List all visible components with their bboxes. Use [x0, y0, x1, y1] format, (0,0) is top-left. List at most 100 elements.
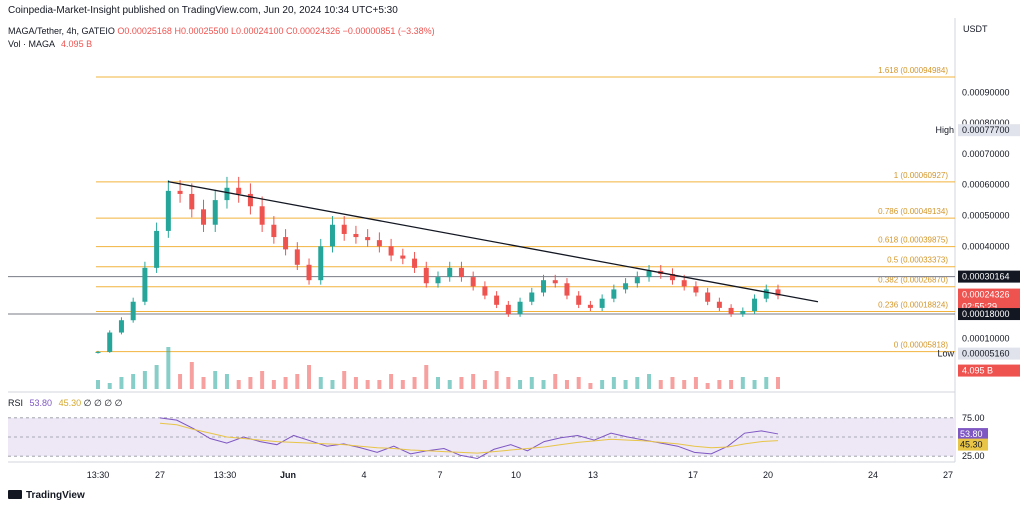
volume-bar: [541, 380, 546, 389]
candle-body: [669, 274, 675, 281]
volume-bar: [236, 380, 241, 389]
fib-level-label: 0.786 (0.00049134): [878, 207, 948, 216]
fib-level-label: 0 (0.00005818): [894, 341, 949, 350]
candle-body: [693, 286, 699, 293]
volume-bar: [518, 380, 523, 389]
volume-bar: [260, 371, 265, 389]
price-label-tag: Low: [937, 349, 954, 359]
volume-bar: [471, 374, 476, 389]
candle-body: [283, 237, 289, 250]
volume-bar: [670, 377, 675, 389]
candle-body: [728, 307, 734, 315]
fib-level-label: 1 (0.00060927): [894, 171, 949, 180]
x-axis-tick-label: 13:30: [214, 470, 237, 480]
candle-body: [154, 230, 160, 268]
candle-body: [177, 190, 183, 194]
volume-bar: [436, 377, 440, 389]
candle-body: [306, 264, 312, 281]
candle-body: [564, 283, 570, 296]
candle-body: [681, 280, 687, 287]
volume-value: 4.095 B: [61, 39, 93, 49]
candle-body: [165, 190, 171, 231]
price-label-box: [958, 308, 1020, 321]
tradingview-logo-icon: [8, 490, 22, 499]
volume-bar: [729, 380, 734, 389]
volume-bar: [553, 374, 558, 389]
volume-bar: [623, 380, 628, 389]
volume-bar: [482, 380, 487, 389]
candle-body: [388, 246, 394, 256]
price-label-text: 0.00030164: [962, 272, 1010, 282]
volume-bar: [647, 374, 652, 389]
volume-bar: [119, 377, 124, 389]
rsi-line: [159, 417, 779, 459]
symbol-label[interactable]: MAGA/Tether, 4h, GATEIO: [8, 26, 115, 36]
rsi-label[interactable]: RSI: [8, 398, 24, 408]
volume-bar: [295, 374, 300, 389]
candle-body: [482, 286, 488, 296]
volume-bar: [166, 347, 171, 389]
candle-body: [236, 187, 242, 194]
volume-bar: [752, 380, 757, 389]
volume-bar: [178, 374, 183, 389]
rsi-ma-value-box: [958, 438, 988, 451]
x-axis-tick-label: 27: [155, 470, 165, 480]
candle-body: [259, 206, 265, 225]
rsi-ma-line: [159, 422, 779, 454]
volume-bar: [494, 371, 499, 389]
volume-bar: [611, 377, 616, 389]
volume-bar: [529, 377, 534, 389]
y-axis-tick-label: 0.00050000: [962, 211, 1010, 221]
rsi-ma-axis-label: 45.30: [960, 440, 983, 450]
volume-bar: [248, 377, 253, 389]
x-axis-tick-label: Jun: [280, 470, 296, 480]
volume-bar: [142, 371, 147, 389]
volume-label[interactable]: Vol · MAGA: [8, 39, 55, 49]
volume-bar: [131, 374, 136, 389]
candle-body: [541, 280, 547, 293]
candle-body: [353, 233, 359, 238]
volume-bar: [353, 377, 358, 389]
rsi-value-box: [958, 428, 988, 441]
candle-body: [752, 298, 758, 311]
y-axis-tick-label: 0.00040000: [962, 241, 1010, 251]
tradingview-brand[interactable]: TradingView: [8, 490, 85, 501]
candle-body: [341, 224, 347, 234]
candle-body: [517, 301, 523, 315]
y-axis-tick-label: 0.00060000: [962, 180, 1010, 190]
price-label-text: 0.00005160: [962, 349, 1010, 359]
volume-bar: [576, 377, 581, 389]
volume-bar: [389, 374, 394, 389]
candle-body: [224, 187, 230, 201]
x-axis-tick-label: 24: [868, 470, 878, 480]
volume-bar: [682, 380, 687, 389]
y-axis-tick-label: 0.00010000: [962, 334, 1010, 344]
rsi-axis-tick-label: 75.00: [962, 413, 985, 423]
fib-level-label: 0.382 (0.00026870): [878, 276, 948, 285]
price-label-box: [958, 364, 1020, 377]
candle-body: [435, 277, 441, 284]
volume-bar: [400, 380, 405, 389]
volume-bar: [564, 380, 569, 389]
price-label-box: [958, 124, 1020, 137]
volume-bar: [693, 377, 698, 389]
x-axis-tick-label: 10: [511, 470, 521, 480]
volume-bar: [377, 380, 382, 389]
ohlc-values: O0.00025168 H0.00025500 L0.00024100 C0.0…: [117, 26, 435, 36]
candle-body: [318, 246, 324, 281]
price-label-text: 0.00018000: [962, 309, 1010, 319]
candle-body: [247, 193, 253, 207]
candle-body: [763, 289, 769, 299]
fib-level-label: 0.5 (0.00033373): [887, 256, 948, 265]
volume-legend: Vol · MAGA 4.095 B: [8, 39, 92, 49]
rsi-extra: ∅ ∅ ∅ ∅: [83, 398, 123, 408]
price-label-box: [958, 347, 1020, 360]
y-axis-tick-label: 0.00080000: [962, 118, 1010, 128]
candle-body: [400, 255, 406, 259]
rsi-value-axis-label: 53.80: [960, 429, 983, 439]
currency-label[interactable]: USDT: [963, 24, 988, 34]
candle-body: [576, 295, 582, 305]
volume-bar: [365, 380, 370, 389]
volume-bar: [201, 377, 206, 389]
